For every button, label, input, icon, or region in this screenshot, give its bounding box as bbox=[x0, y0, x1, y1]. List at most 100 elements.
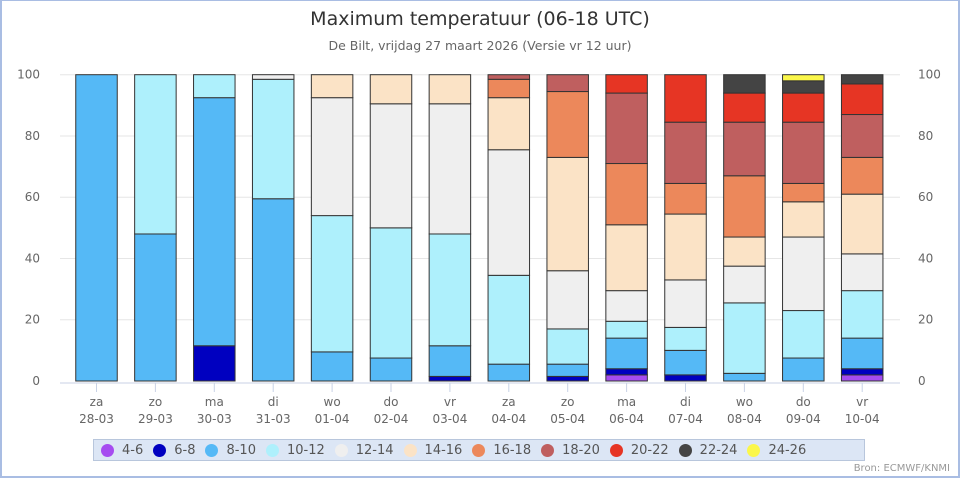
y-tick-label-right: 20 bbox=[918, 313, 933, 327]
bar-segment-8-10 bbox=[75, 74, 118, 382]
bar-segment-14-16 bbox=[840, 193, 884, 255]
bar-segment-14-16 bbox=[487, 97, 531, 151]
legend-item[interactable]: 12-14 bbox=[334, 442, 394, 458]
bar-segment-16-18 bbox=[782, 182, 825, 203]
legend-dot-icon bbox=[205, 443, 219, 457]
bar-stack bbox=[310, 74, 354, 382]
bar-segment-16-18 bbox=[546, 91, 589, 158]
x-tick-label-day: do bbox=[384, 395, 399, 409]
legend-item[interactable]: 16-18 bbox=[472, 443, 531, 458]
x-tick-label-day: vr bbox=[444, 395, 456, 409]
y-tick-label-right: 0 bbox=[918, 374, 926, 388]
bar-segment-14-16 bbox=[723, 236, 766, 267]
bar-segment-8-10 bbox=[487, 363, 531, 382]
bar-segment-8-10 bbox=[134, 233, 177, 382]
x-tick-label-day: za bbox=[502, 395, 516, 409]
x-tick-label-day: za bbox=[90, 395, 104, 409]
x-tick-label-date: 06-04 bbox=[609, 412, 644, 426]
bar-stack bbox=[782, 74, 825, 382]
x-tick-label-day: zo bbox=[149, 395, 163, 409]
x-tick-label-date: 31-03 bbox=[256, 412, 291, 426]
x-tick-label-date: 04-04 bbox=[491, 412, 526, 426]
legend-item[interactable]: 8-10 bbox=[205, 443, 256, 458]
x-tick-label-day: zo bbox=[561, 395, 575, 409]
x-tick-label-date: 02-04 bbox=[374, 412, 409, 426]
x-tick-label-date: 09-04 bbox=[786, 412, 821, 426]
bar-segment-16-18 bbox=[487, 78, 531, 99]
legend-label: 16-18 bbox=[493, 442, 532, 458]
y-tick-label-right: 40 bbox=[918, 251, 933, 265]
legend-dot-icon bbox=[747, 443, 761, 457]
legend-item[interactable]: 18-20 bbox=[541, 443, 600, 458]
legend: 4-6 6-8 8-10 10-12 12-14 14-16 16-18 18-20 20-22… bbox=[93, 439, 865, 461]
bar-segment-12-14 bbox=[251, 74, 295, 80]
x-tick-label-day: vr bbox=[856, 395, 868, 409]
bar-segment-16-18 bbox=[664, 182, 707, 215]
legend-item[interactable]: 22-24 bbox=[678, 443, 737, 458]
legend-dot-icon bbox=[472, 443, 486, 457]
bar-segment-20-22 bbox=[782, 92, 825, 123]
bar-segment-10-12 bbox=[664, 326, 707, 351]
x-tick-label-date: 28-03 bbox=[79, 412, 114, 426]
bar-segment-14-16 bbox=[428, 74, 472, 105]
bar-segment-10-12 bbox=[782, 310, 825, 359]
legend-dot-icon bbox=[403, 443, 417, 457]
x-tick-label-date: 08-04 bbox=[727, 412, 762, 426]
bar-segment-12-14 bbox=[782, 236, 825, 312]
bar-segment-10-12 bbox=[428, 233, 472, 347]
x-tick-label-date: 01-04 bbox=[315, 412, 350, 426]
legend-dot-icon bbox=[609, 443, 623, 457]
bar-stack bbox=[251, 74, 295, 382]
bar-stack bbox=[428, 74, 472, 382]
legend-dot-icon bbox=[101, 443, 114, 457]
bar-segment-10-12 bbox=[369, 227, 413, 359]
bar-segment-10-12 bbox=[840, 290, 884, 339]
x-tick-label-date: 30-03 bbox=[197, 412, 232, 426]
bar-segment-6-8 bbox=[193, 345, 236, 382]
x-tick-label-day: ma bbox=[617, 395, 636, 409]
bar-segment-10-12 bbox=[487, 274, 531, 365]
legend-item[interactable]: 6-8 bbox=[153, 443, 195, 458]
x-tick-label-date: 10-04 bbox=[845, 412, 880, 426]
y-tick-label-left: 40 bbox=[25, 251, 40, 265]
bar-segment-10-12 bbox=[310, 215, 354, 353]
legend-item[interactable]: 4-6 bbox=[101, 443, 143, 458]
bar-segment-10-12 bbox=[605, 320, 648, 339]
bar-segment-22-24 bbox=[840, 74, 884, 85]
bar-segment-24-26 bbox=[782, 74, 825, 82]
legend-item[interactable]: 24-26 bbox=[747, 443, 806, 458]
y-tick-label-left: 60 bbox=[25, 190, 40, 204]
bar-segment-8-10 bbox=[605, 337, 648, 370]
bar-segment-10-12 bbox=[193, 74, 236, 99]
bar-segment-16-18 bbox=[840, 156, 884, 195]
bar-segment-8-10 bbox=[840, 337, 884, 370]
gridlines bbox=[60, 74, 900, 321]
legend-label: 12-14 bbox=[355, 442, 394, 458]
bar-segment-4-6 bbox=[605, 374, 648, 382]
chart-title: Maximum temperatuur (06-18 UTC) bbox=[310, 8, 650, 30]
bar-segment-8-10 bbox=[251, 198, 295, 382]
bar-segment-14-16 bbox=[310, 74, 354, 99]
legend-item[interactable]: 10-12 bbox=[265, 443, 325, 458]
y-tick-label-right: 80 bbox=[918, 129, 933, 143]
bar-segment-12-14 bbox=[605, 290, 648, 322]
y-tick-label-left: 100 bbox=[17, 68, 40, 82]
legend-item[interactable]: 20-22 bbox=[609, 442, 669, 458]
legend-item[interactable]: 14-16 bbox=[403, 443, 462, 458]
x-tick-label-day: di bbox=[680, 395, 691, 409]
x-axis: za 28-03 zo 29-03 ma 30-03 di 31-03 wo 01-04 do 02-… bbox=[60, 382, 900, 426]
bar-segment-6-8 bbox=[605, 368, 648, 376]
bar-segment-16-18 bbox=[723, 175, 766, 238]
legend-dot-icon bbox=[265, 443, 279, 457]
bar-segment-12-14 bbox=[428, 103, 472, 235]
legend-label: 4-6 bbox=[122, 442, 144, 458]
legend-label: 20-22 bbox=[630, 442, 669, 458]
bar-stack bbox=[723, 74, 766, 382]
bar-segment-8-10 bbox=[782, 357, 825, 382]
chart-subtitle: De Bilt, vrijdag 27 maart 2026 (Versie v… bbox=[328, 38, 632, 53]
bar-segment-6-8 bbox=[546, 375, 589, 382]
bar-stack bbox=[369, 74, 413, 382]
legend-dot-icon bbox=[334, 443, 348, 457]
bar-segment-22-24 bbox=[782, 80, 825, 94]
